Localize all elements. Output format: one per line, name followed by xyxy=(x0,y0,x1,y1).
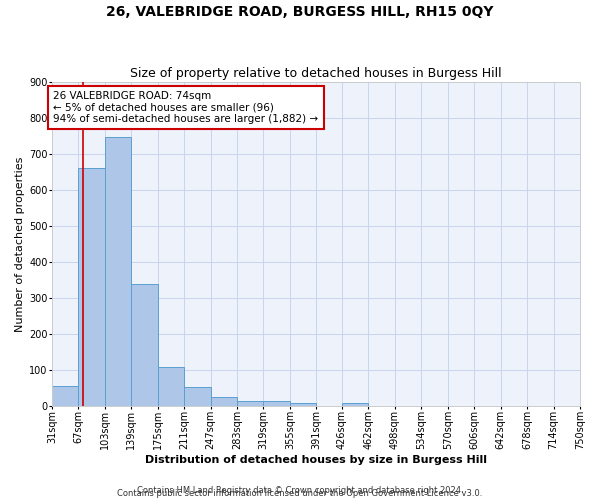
Title: Size of property relative to detached houses in Burgess Hill: Size of property relative to detached ho… xyxy=(130,66,502,80)
Bar xyxy=(237,400,263,406)
Text: Contains public sector information licensed under the Open Government Licence v3: Contains public sector information licen… xyxy=(118,488,482,498)
Bar xyxy=(78,168,105,406)
Bar xyxy=(184,387,211,406)
Bar xyxy=(290,402,316,406)
Bar xyxy=(105,136,131,406)
Bar xyxy=(342,403,368,406)
X-axis label: Distribution of detached houses by size in Burgess Hill: Distribution of detached houses by size … xyxy=(145,455,487,465)
Bar xyxy=(211,397,237,406)
Text: 26 VALEBRIDGE ROAD: 74sqm
← 5% of detached houses are smaller (96)
94% of semi-d: 26 VALEBRIDGE ROAD: 74sqm ← 5% of detach… xyxy=(53,91,319,124)
Bar xyxy=(131,284,158,406)
Text: Contains HM Land Registry data © Crown copyright and database right 2024.: Contains HM Land Registry data © Crown c… xyxy=(137,486,463,495)
Bar xyxy=(158,368,184,406)
Bar xyxy=(52,386,78,406)
Text: 26, VALEBRIDGE ROAD, BURGESS HILL, RH15 0QY: 26, VALEBRIDGE ROAD, BURGESS HILL, RH15 … xyxy=(106,5,494,19)
Bar xyxy=(263,401,290,406)
Y-axis label: Number of detached properties: Number of detached properties xyxy=(15,156,25,332)
